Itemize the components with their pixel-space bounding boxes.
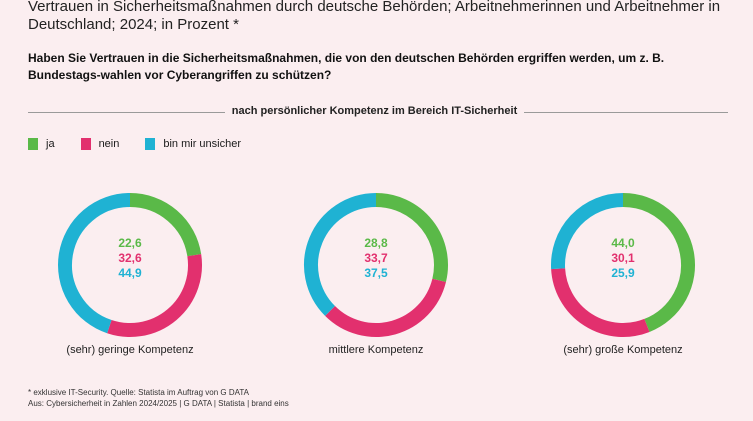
donut-segment-ja-geringe [129,193,202,257]
donut-segment-unsicher-mittlere [304,193,377,316]
donut-values-grosse: 44,0 30,1 25,9 [533,236,713,281]
legend-swatch-unsicher [145,138,156,150]
legend-label-unsicher: bin mir unsicher [163,138,241,150]
value-nein-geringe: 32,6 [118,251,142,265]
donut-segment-nein-mittlere [325,278,446,337]
survey-question: Haben Sie Vertrauen in die Sicherheitsma… [28,51,665,82]
value-unsicher-grosse: 25,9 [611,266,635,280]
footnote: * exklusive IT-Security. Quelle: Statist… [28,387,728,409]
donut-segment-nein-geringe [107,254,202,337]
value-ja-mittlere: 28,8 [364,236,388,250]
donut-values-geringe: 22,6 32,6 44,9 [40,236,220,281]
subtitle-rule-right [524,112,728,113]
chart-subtitle: nach persönlicher Kompetenz im Bereich I… [231,105,518,117]
legend-label-nein: nein [98,138,120,150]
donut-segment-unsicher-grosse [551,193,624,270]
footnote-source: * exklusive IT-Security. Quelle: Statist… [28,388,249,397]
subtitle-rule-left [28,112,225,113]
donut-segment-ja-mittlere [375,193,448,283]
legend-swatch-nein [80,138,91,150]
legend-item-nein: nein [80,138,120,150]
donut-values-mittlere: 28,8 33,7 37,5 [286,236,466,281]
value-nein-mittlere: 33,7 [364,251,388,265]
value-ja-grosse: 44,0 [611,236,635,250]
legend-item-ja: ja [28,138,55,150]
category-label-mittlere: mittlere Kompetenz [328,344,424,356]
value-unsicher-mittlere: 37,5 [364,266,388,280]
donut-chart-geringe: 22,6 32,6 44,9 (sehr) geringe Kompetenz [40,190,202,370]
legend-swatch-ja [28,138,38,150]
subtitle-row: nach persönlicher Kompetenz im Bereich I… [28,102,728,122]
value-ja-geringe: 22,6 [118,236,142,250]
value-unsicher-geringe: 44,9 [118,266,142,280]
donut-svg-grosse [551,193,695,337]
legend-item-unsicher: bin mir unsicher [145,138,241,150]
donut-chart-mittlere: 28,8 33,7 37,5 mittlere Kompetenz [286,190,448,370]
legend: ja nein bin mir unsicher [28,136,267,152]
footnote-publication: Aus: Cybersicherheit in Zahlen 2024/2025… [28,399,289,408]
category-label-grosse: (sehr) große Kompetenz [563,344,683,356]
chart-title: Vertrauen in Sicherheitsmaßnahmen durch … [28,0,721,33]
category-label-geringe: (sehr) geringe Kompetenz [66,344,194,356]
donut-chart-grosse: 44,0 30,1 25,9 (sehr) große Kompetenz [533,190,695,370]
value-nein-grosse: 30,1 [611,251,635,265]
donut-svg-geringe [58,193,202,337]
donut-segment-unsicher-geringe [58,193,131,334]
donut-segment-nein-grosse [551,268,650,337]
legend-label-ja: ja [46,138,55,150]
donut-svg-mittlere [304,193,448,337]
donut-segment-ja-grosse [622,193,695,332]
